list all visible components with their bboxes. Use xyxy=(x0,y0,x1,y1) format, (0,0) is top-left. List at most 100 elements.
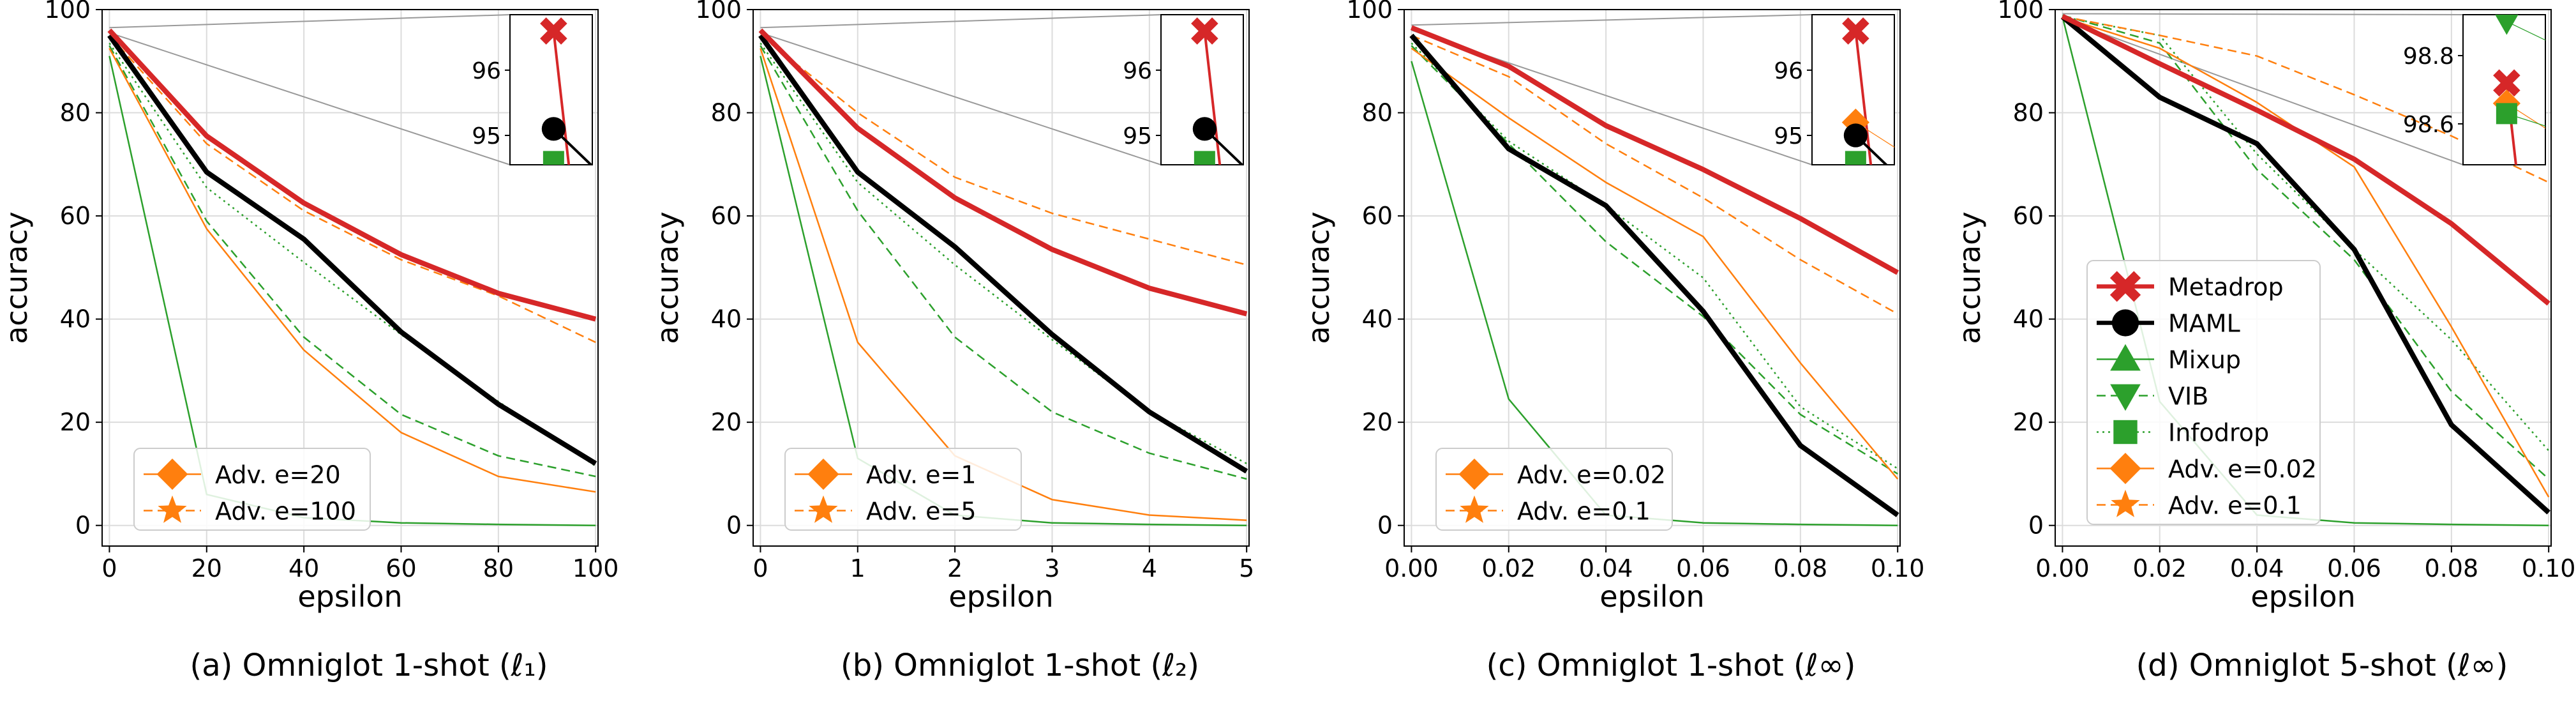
legend-label: Adv. e=0.1 xyxy=(1517,498,1651,526)
legend-marker-adv_dashed xyxy=(809,495,838,523)
series-line-maml xyxy=(758,34,1248,474)
series-line-infodrop xyxy=(2062,16,2550,452)
y-tick-label: 0 xyxy=(2028,512,2044,540)
chart-panel-b: 0 1 2 3 4 5 0 20 40 60 80 100 epsilon accuracy 96 95 Adv… xyxy=(650,0,1254,614)
plot-frame xyxy=(2055,9,2552,547)
series-line-maml xyxy=(1409,33,1899,517)
zoom-connector-line xyxy=(109,14,511,29)
inset-line-metadrop xyxy=(2505,82,2517,165)
series-line-adv_dashed xyxy=(109,34,596,344)
x-tick-label: 3 xyxy=(1044,554,1060,582)
inset-line-metadrop xyxy=(1854,31,1873,165)
legend-label: Adv. e=0.02 xyxy=(1517,461,1666,489)
legend-marker-metadrop xyxy=(2109,271,2141,302)
plot-frame xyxy=(1404,9,1901,547)
y-tick-label: 100 xyxy=(1346,0,1393,24)
x-tick-label: 0.02 xyxy=(1481,554,1536,582)
inset-y-tick-label: 95 xyxy=(1123,123,1152,149)
y-tick-label: 40 xyxy=(2013,305,2044,333)
series-line-metadrop xyxy=(2061,13,2550,306)
zoom-connector-line xyxy=(109,32,511,165)
legend-label: Infodrop xyxy=(2168,419,2269,447)
legend-marker-maml xyxy=(2111,309,2139,337)
legend-marker-adv_dashed xyxy=(2111,489,2140,517)
y-tick-label: 80 xyxy=(1362,99,1393,127)
inset-content xyxy=(1191,17,1243,165)
y-tick-label: 60 xyxy=(711,202,742,230)
y-tick-label: 100 xyxy=(695,0,742,24)
x-tick-label: 100 xyxy=(573,554,619,582)
legend-marker-mixup xyxy=(2110,344,2141,371)
inset-line-vib xyxy=(2506,21,2545,41)
x-tick-label: 1 xyxy=(850,554,865,582)
y-tick-label: 40 xyxy=(711,305,742,333)
legend-label: VIB xyxy=(2168,383,2208,411)
x-tick-label: 20 xyxy=(191,554,222,582)
y-axis-label: accuracy xyxy=(1301,211,1336,344)
caption-a: (a) Omniglot 1-shot (ℓ₁) xyxy=(190,648,548,683)
legend-label: Mixup xyxy=(2168,346,2241,374)
inset-content xyxy=(2492,15,2545,165)
legend-marker-adv_solid xyxy=(156,459,188,490)
series-line-vib xyxy=(2062,14,2550,480)
legend-label: Adv. e=100 xyxy=(215,498,356,526)
y-axis-label: accuracy xyxy=(650,211,685,344)
inset-y-tick-label: 95 xyxy=(1774,123,1803,149)
x-tick-label: 60 xyxy=(386,554,416,582)
y-tick-label: 0 xyxy=(726,512,742,540)
series-line-adv_dashed xyxy=(760,34,1247,266)
inset-y-tick-label: 96 xyxy=(472,58,501,84)
series-line-metadrop xyxy=(1410,25,1899,275)
x-tick-label: 5 xyxy=(1239,554,1254,582)
caption-c: (c) Omniglot 1-shot (ℓ∞) xyxy=(1486,648,1856,683)
inset-marker-maml xyxy=(1192,117,1217,141)
inset-content xyxy=(1841,17,1894,165)
legend-label: Adv. e=1 xyxy=(866,461,977,489)
x-tick-label: 0 xyxy=(753,554,768,582)
legend-box xyxy=(1435,448,1673,531)
x-tick-label: 0.08 xyxy=(1774,554,1828,582)
inset-marker-maml xyxy=(1843,123,1868,148)
legend-box xyxy=(784,448,1022,531)
y-tick-label: 20 xyxy=(2013,408,2044,436)
legend-marker-adv_solid xyxy=(807,459,839,490)
caption-b: (b) Omniglot 1-shot (ℓ₂) xyxy=(841,648,1199,683)
inset-y-tick-label: 95 xyxy=(472,123,501,149)
inset-marker-metadrop xyxy=(1191,17,1218,45)
y-tick-label: 20 xyxy=(60,408,91,436)
inset-y-tick-label: 98.6 xyxy=(2403,112,2454,138)
x-tick-label: 0.06 xyxy=(1676,554,1730,582)
inset-y-tick-label: 96 xyxy=(1774,58,1803,84)
x-axis-label: epsilon xyxy=(948,579,1053,614)
x-tick-label: 0.04 xyxy=(1579,554,1633,582)
x-tick-label: 0.08 xyxy=(2425,554,2479,582)
x-axis-label: epsilon xyxy=(297,579,402,614)
legend-label: MAML xyxy=(2168,310,2240,338)
series-line-maml xyxy=(2060,15,2550,515)
zoom-connector-line xyxy=(760,32,1162,165)
zoom-connector-line xyxy=(760,14,1162,29)
y-axis-label: accuracy xyxy=(0,211,34,344)
y-tick-label: 20 xyxy=(711,408,742,436)
plot-frame xyxy=(753,9,1250,547)
legend-box xyxy=(2086,260,2321,525)
x-tick-label: 0.06 xyxy=(2327,554,2381,582)
x-tick-label: 0.00 xyxy=(1384,554,1439,582)
x-tick-label: 2 xyxy=(947,554,962,582)
x-tick-label: 40 xyxy=(288,554,319,582)
inset-marker-metadrop xyxy=(540,17,567,45)
inset-marker-infodrop xyxy=(1845,151,1866,165)
inset-marker-metadrop xyxy=(2493,69,2520,97)
x-axis-label: epsilon xyxy=(2250,579,2355,614)
series-line-adv_solid xyxy=(109,48,596,493)
chart-panel-c: 0.00 0.02 0.04 0.06 0.08 0.10 0 20 40 60 80 100 epsi… xyxy=(1301,0,1924,614)
legend-marker-adv_solid xyxy=(1458,459,1490,490)
y-axis-label: accuracy xyxy=(1952,211,1987,344)
series-line-infodrop xyxy=(1411,42,1898,469)
y-tick-label: 0 xyxy=(75,512,91,540)
zoom-connector-line xyxy=(1411,14,1813,26)
series-line-maml xyxy=(107,34,597,466)
inset-marker-maml xyxy=(541,117,565,141)
y-tick-label: 40 xyxy=(60,305,91,333)
